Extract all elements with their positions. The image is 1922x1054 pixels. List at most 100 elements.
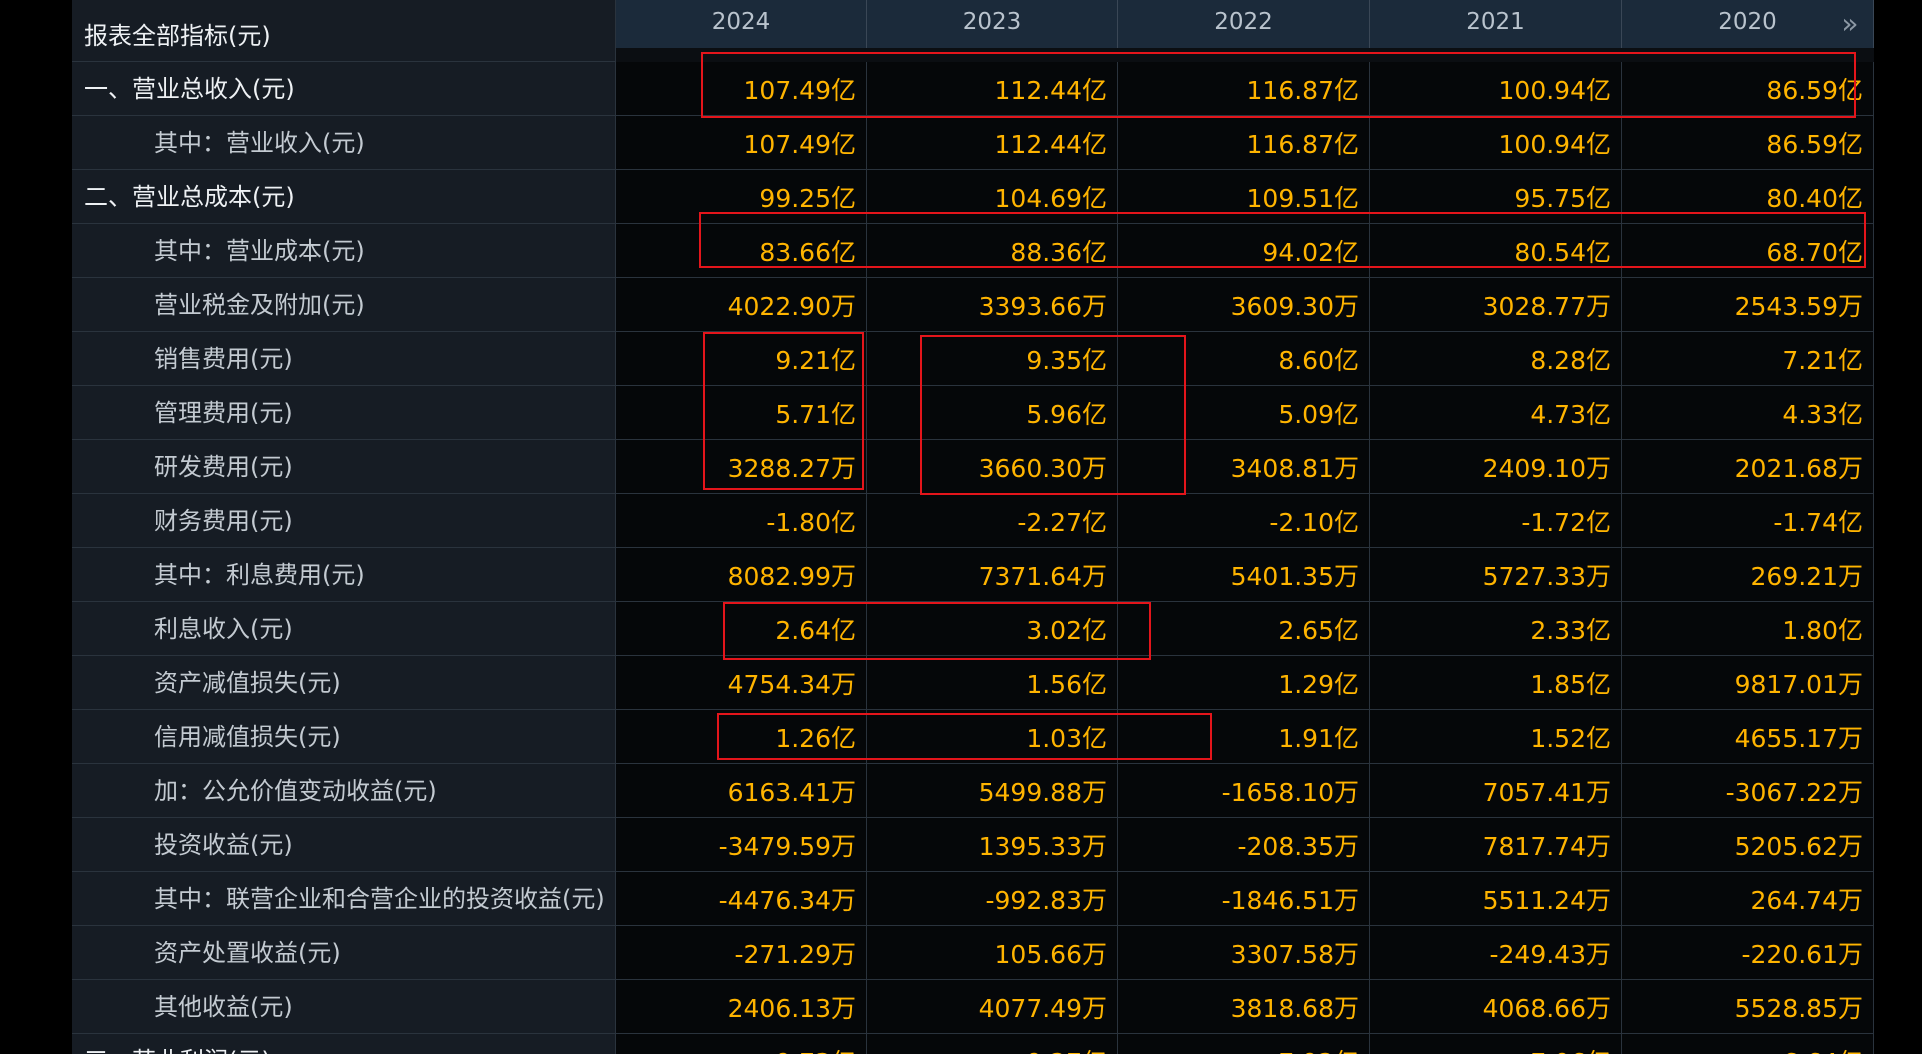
table-row[interactable]: 信用减值损失(元) 1.26亿 1.03亿 1.91亿 1.52亿 4655.17万 [72, 710, 1874, 764]
value-cell-2022: 1.91亿 [1118, 710, 1370, 764]
value-cell-2021: 5511.24万 [1370, 872, 1622, 926]
value-cell-2020: 4655.17万 [1622, 710, 1874, 764]
table-row[interactable]: 一、营业总收入(元) 107.49亿 112.44亿 116.87亿 100.94亿 86… [72, 62, 1874, 116]
year-column-2023[interactable]: 2023 [867, 0, 1118, 48]
table-row[interactable]: 二、营业总成本(元) 99.25亿 104.69亿 109.51亿 95.75亿 80.4… [72, 170, 1874, 224]
value-cell-2023: 1.03亿 [867, 710, 1118, 764]
table-row[interactable]: 销售费用(元) 9.21亿 9.35亿 8.60亿 8.28亿 7.21亿 [72, 332, 1874, 386]
value-cell-2021: 8.28亿 [1370, 332, 1622, 386]
value-cell-2021: 1.85亿 [1370, 656, 1622, 710]
table-row[interactable]: 营业税金及附加(元) 4022.90万 3393.66万 3609.30万 3028.7… [72, 278, 1874, 332]
table-row[interactable]: 财务费用(元) -1.80亿 -2.27亿 -2.10亿 -1.72亿 -1.74亿 [72, 494, 1874, 548]
value-cell-2020: 6.64亿 [1622, 1034, 1874, 1054]
table-row[interactable]: 资产减值损失(元) 4754.34万 1.56亿 1.29亿 1.85亿 9817.01万 [72, 656, 1874, 710]
row-label: 信用减值损失(元) [72, 710, 616, 764]
row-label: 资产处置收益(元) [72, 926, 616, 980]
year-column-2024[interactable]: 2024 [616, 0, 867, 48]
value-cell-2020: 2543.59万 [1622, 278, 1874, 332]
value-cell-2021: 100.94亿 [1370, 116, 1622, 170]
value-cell-2022: -1846.51万 [1118, 872, 1370, 926]
value-cell-2021: 95.75亿 [1370, 170, 1622, 224]
value-cell-2024: -4476.34万 [616, 872, 867, 926]
value-cell-2022: 7.92亿 [1118, 1034, 1370, 1054]
row-label: 加：公允价值变动收益(元) [72, 764, 616, 818]
value-cell-2022: 3408.81万 [1118, 440, 1370, 494]
row-label-text: 其中：联营企业和合营企业的投资收益(元) [154, 885, 605, 913]
value-cell-2022: 8.60亿 [1118, 332, 1370, 386]
value-cell-2023: 9.35亿 [867, 332, 1118, 386]
double-chevron-right-icon[interactable]: » [1841, 7, 1859, 40]
row-label-text: 投资收益(元) [154, 831, 293, 859]
table-row[interactable]: 其中：营业成本(元) 83.66亿 88.36亿 94.02亿 80.54亿 68.70亿 [72, 224, 1874, 278]
row-label-text: 三、营业利润(元) [84, 1034, 271, 1054]
row-label: 销售费用(元) [72, 332, 616, 386]
table-row[interactable]: 投资收益(元) -3479.59万 1395.33万 -208.35万 7817.74万… [72, 818, 1874, 872]
value-cell-2020: 7.21亿 [1622, 332, 1874, 386]
value-cell-2024: 3288.27万 [616, 440, 867, 494]
value-cell-2024: 9.21亿 [616, 332, 867, 386]
row-label: 一、营业总收入(元) [72, 62, 616, 116]
year-column-2021[interactable]: 2021 [1370, 0, 1622, 48]
value-cell-2020: 5528.85万 [1622, 980, 1874, 1034]
value-cell-2022: 5.09亿 [1118, 386, 1370, 440]
row-label: 投资收益(元) [72, 818, 616, 872]
value-cell-2022: 116.87亿 [1118, 116, 1370, 170]
table-row[interactable]: 其中：利息费用(元) 8082.99万 7371.64万 5401.35万 5727.3… [72, 548, 1874, 602]
value-cell-2024: 6163.41万 [616, 764, 867, 818]
value-cell-2024: 5.71亿 [616, 386, 867, 440]
header-separator [616, 48, 1874, 63]
value-cell-2021: 3028.77万 [1370, 278, 1622, 332]
value-cell-2022: 5401.35万 [1118, 548, 1370, 602]
value-cell-2022: 3818.68万 [1118, 980, 1370, 1034]
table-row[interactable]: 资产处置收益(元) -271.29万 105.66万 3307.58万 -249.43万… [72, 926, 1874, 980]
value-cell-2021: 2409.10万 [1370, 440, 1622, 494]
year-column-2022[interactable]: 2022 [1118, 0, 1370, 48]
value-cell-2020: 86.59亿 [1622, 116, 1874, 170]
row-label-text: 二、营业总成本(元) [84, 183, 295, 211]
value-cell-2024: 83.66亿 [616, 224, 867, 278]
value-cell-2023: 5.96亿 [867, 386, 1118, 440]
table-row[interactable]: 三、营业利润(元) 9.73亿9.27亿7.92亿7.06亿6.64亿 [72, 1034, 1874, 1054]
value-cell-2023: 1.56亿 [867, 656, 1118, 710]
row-label-text: 加：公允价值变动收益(元) [154, 777, 437, 805]
value-cell-2024: 4754.34万 [616, 656, 867, 710]
table-row[interactable]: 其中：联营企业和合营企业的投资收益(元) -4476.34万 -992.83万 -18… [72, 872, 1874, 926]
value-cell-2023: 3.02亿 [867, 602, 1118, 656]
row-label: 资产减值损失(元) [72, 656, 616, 710]
table-row[interactable]: 利息收入(元) 2.64亿 3.02亿 2.65亿 2.33亿 1.80亿 [72, 602, 1874, 656]
row-label-text: 研发费用(元) [154, 453, 293, 481]
row-label: 利息收入(元) [72, 602, 616, 656]
value-cell-2020: 80.40亿 [1622, 170, 1874, 224]
value-cell-2021: 7057.41万 [1370, 764, 1622, 818]
value-cell-2023: 4077.49万 [867, 980, 1118, 1034]
value-cell-2021: 7.06亿 [1370, 1034, 1622, 1054]
value-cell-2022: 3307.58万 [1118, 926, 1370, 980]
value-cell-2020: 264.74万 [1622, 872, 1874, 926]
value-cell-2024: -271.29万 [616, 926, 867, 980]
row-label: 三、营业利润(元) [72, 1034, 616, 1054]
table-row[interactable]: 管理费用(元) 5.71亿 5.96亿 5.09亿 4.73亿 4.33亿 [72, 386, 1874, 440]
value-cell-2022: -208.35万 [1118, 818, 1370, 872]
row-label: 其中：利息费用(元) [72, 548, 616, 602]
table-row[interactable]: 研发费用(元) 3288.27万 3660.30万 3408.81万 2409.10万 2… [72, 440, 1874, 494]
header-indicator-label: 报表全部指标(元) [72, 0, 616, 62]
value-cell-2023: 112.44亿 [867, 62, 1118, 116]
row-label-text: 财务费用(元) [154, 507, 293, 535]
row-label-text: 其他收益(元) [154, 993, 293, 1021]
value-cell-2021: 4068.66万 [1370, 980, 1622, 1034]
value-cell-2023: 105.66万 [867, 926, 1118, 980]
value-cell-2024: 107.49亿 [616, 116, 867, 170]
value-cell-2022: 3609.30万 [1118, 278, 1370, 332]
value-cell-2022: 109.51亿 [1118, 170, 1370, 224]
value-cell-2022: -1658.10万 [1118, 764, 1370, 818]
table-row[interactable]: 加：公允价值变动收益(元) 6163.41万 5499.88万 -1658.10万 70… [72, 764, 1874, 818]
value-cell-2022: 2.65亿 [1118, 602, 1370, 656]
table-row[interactable]: 其他收益(元) 2406.13万 4077.49万 3818.68万 4068.66万 5… [72, 980, 1874, 1034]
table-row[interactable]: 其中：营业收入(元) 107.49亿 112.44亿 116.87亿 100.94亿 86… [72, 116, 1874, 170]
value-cell-2024: 2.64亿 [616, 602, 867, 656]
year-column-2020[interactable]: 2020 [1622, 0, 1874, 48]
income-statement-panel: 报表全部指标(元) 2024 2023 2022 2021 2020 » 一、营… [72, 0, 1874, 1054]
value-cell-2020: 68.70亿 [1622, 224, 1874, 278]
value-cell-2022: 1.29亿 [1118, 656, 1370, 710]
row-label-text: 资产减值损失(元) [154, 669, 341, 697]
